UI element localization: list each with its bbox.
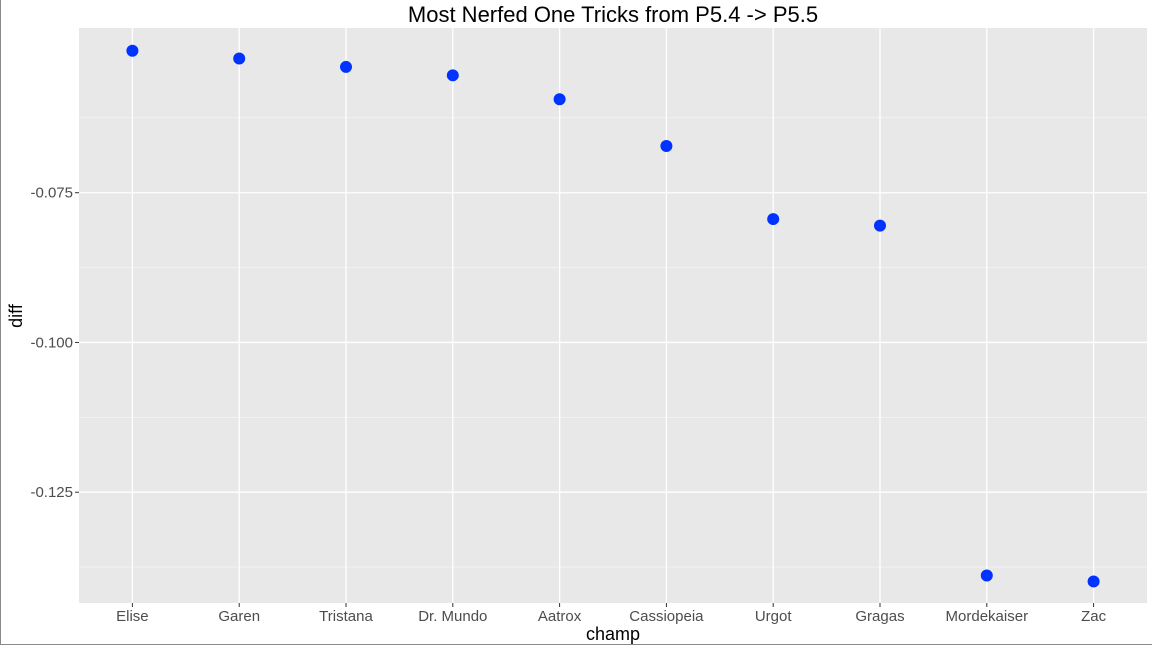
y-tick-label: -0.075 — [30, 185, 73, 202]
data-points — [126, 44, 1100, 588]
data-point — [767, 213, 780, 226]
x-tick-label: Aatrox — [538, 608, 582, 625]
data-point — [233, 52, 246, 65]
x-tick-label: Tristana — [319, 608, 373, 625]
data-point — [446, 69, 459, 82]
y-axis-label: diff — [6, 303, 26, 328]
x-tick-label: Elise — [116, 608, 149, 625]
data-point — [1087, 575, 1100, 588]
x-tick-label: Dr. Mundo — [418, 608, 487, 625]
x-tick-label: Cassiopeia — [629, 608, 704, 625]
x-axis-label: champ — [586, 624, 640, 644]
data-point — [980, 569, 993, 582]
data-point — [660, 139, 673, 152]
x-tick-label: Mordekaiser — [946, 608, 1029, 625]
data-point — [553, 93, 566, 106]
data-point — [874, 219, 886, 232]
x-axis: Elise Garen Tristana Dr. Mundo Aatrox Cassiop… — [116, 603, 1107, 625]
data-point — [126, 44, 139, 57]
y-axis: -0.075 -0.100 -0.125 — [30, 185, 79, 501]
y-tick-label: -0.100 — [30, 334, 73, 351]
data-point — [340, 60, 352, 73]
x-tick-label: Garen — [218, 608, 260, 625]
plot-panel — [79, 28, 1147, 603]
x-tick-label: Zac — [1081, 608, 1107, 625]
major-gridlines — [79, 28, 1147, 603]
x-tick-label: Urgot — [755, 608, 793, 625]
x-tick-label: Gragas — [855, 608, 904, 625]
minor-gridlines — [79, 117, 1147, 568]
y-tick-label: -0.125 — [30, 484, 73, 501]
chart-title: Most Nerfed One Tricks from P5.4 -> P5.5 — [408, 2, 818, 27]
